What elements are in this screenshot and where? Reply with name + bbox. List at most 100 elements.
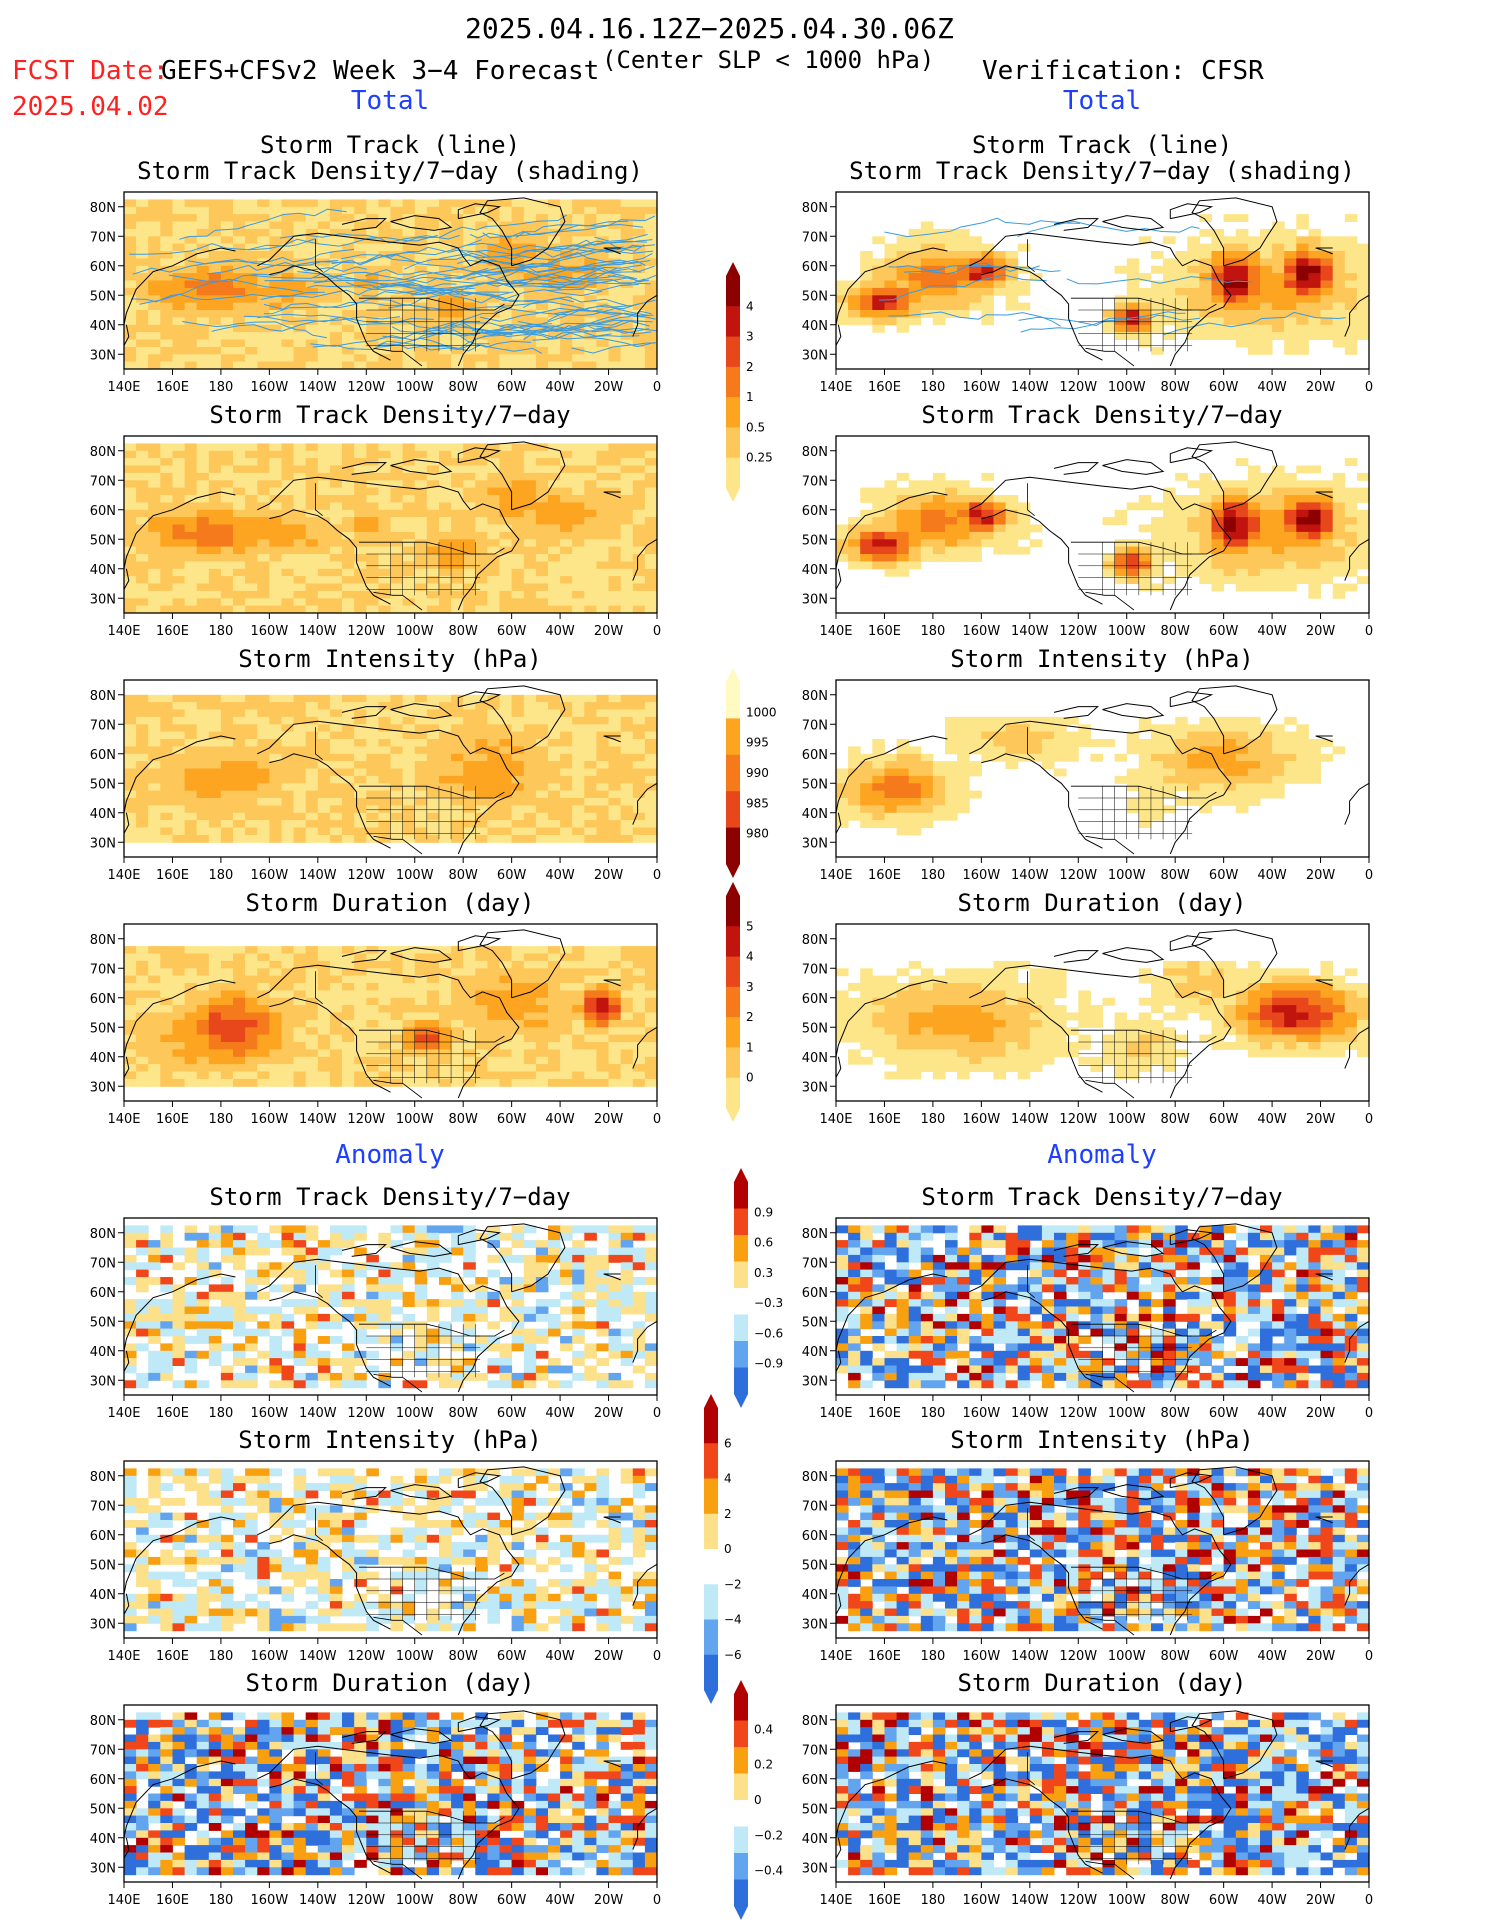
svg-text:80W: 80W <box>448 624 478 639</box>
svg-text:160E: 160E <box>156 624 189 639</box>
section-total-left: Total <box>240 86 540 116</box>
title-track-density-shading-right: Storm Track Density/7−day (shading) <box>812 158 1392 185</box>
svg-text:0: 0 <box>653 624 661 639</box>
svg-text:180: 180 <box>920 380 945 395</box>
svg-text:40W: 40W <box>545 868 575 883</box>
svg-text:70N: 70N <box>802 230 828 245</box>
svg-text:60W: 60W <box>1209 624 1239 639</box>
svg-text:80N: 80N <box>802 689 828 704</box>
svg-text:40W: 40W <box>1257 380 1287 395</box>
svg-text:70N: 70N <box>802 474 828 489</box>
svg-text:30N: 30N <box>802 348 828 363</box>
svg-text:160W: 160W <box>963 380 1001 395</box>
svg-text:140E: 140E <box>819 380 852 395</box>
svg-text:0: 0 <box>653 868 661 883</box>
svg-text:140W: 140W <box>1011 868 1049 883</box>
svg-text:60N: 60N <box>802 260 828 275</box>
svg-text:30N: 30N <box>90 836 116 851</box>
svg-text:140W: 140W <box>1011 624 1049 639</box>
svg-text:160W: 160W <box>963 624 1001 639</box>
svg-text:80W: 80W <box>448 868 478 883</box>
svg-text:0: 0 <box>1365 868 1373 883</box>
svg-text:80W: 80W <box>1160 868 1190 883</box>
model-title: GEFS+CFSv2 Week 3−4 Forecast <box>161 56 599 86</box>
svg-text:0: 0 <box>1365 380 1373 395</box>
svg-text:60N: 60N <box>90 260 116 275</box>
svg-text:40W: 40W <box>1257 868 1287 883</box>
title-track-line-left: Storm Track (line) <box>100 132 680 159</box>
title-density-anom-right: Storm Track Density/7−day <box>812 1184 1392 1211</box>
svg-text:140W: 140W <box>299 868 337 883</box>
svg-text:160E: 160E <box>156 380 189 395</box>
svg-text:30N: 30N <box>90 592 116 607</box>
svg-text:80N: 80N <box>90 201 116 216</box>
svg-text:20W: 20W <box>594 380 624 395</box>
svg-text:120W: 120W <box>347 624 385 639</box>
svg-text:60N: 60N <box>802 748 828 763</box>
svg-text:80W: 80W <box>448 380 478 395</box>
svg-text:100W: 100W <box>396 624 434 639</box>
svg-text:20W: 20W <box>1306 380 1336 395</box>
svg-text:160W: 160W <box>963 868 1001 883</box>
svg-text:60W: 60W <box>497 624 527 639</box>
svg-text:140E: 140E <box>107 380 140 395</box>
svg-text:40N: 40N <box>90 319 116 334</box>
svg-text:60W: 60W <box>1209 868 1239 883</box>
svg-text:70N: 70N <box>90 230 116 245</box>
svg-text:70N: 70N <box>90 474 116 489</box>
criterion-label: (Center SLP < 1000 hPa) <box>602 46 934 74</box>
svg-text:40N: 40N <box>802 319 828 334</box>
svg-text:180: 180 <box>920 624 945 639</box>
svg-text:20W: 20W <box>1306 624 1336 639</box>
title-density-anom-left: Storm Track Density/7−day <box>100 1184 680 1211</box>
svg-text:50N: 50N <box>90 289 116 304</box>
svg-text:160W: 160W <box>251 380 289 395</box>
svg-text:140E: 140E <box>819 868 852 883</box>
svg-text:140E: 140E <box>819 624 852 639</box>
fcst-date-label: FCST Date: <box>12 56 169 86</box>
svg-text:40W: 40W <box>545 624 575 639</box>
verification-label: Verification: CFSR <box>982 56 1264 86</box>
svg-text:40W: 40W <box>1257 624 1287 639</box>
svg-text:40W: 40W <box>545 380 575 395</box>
svg-text:60N: 60N <box>802 504 828 519</box>
title-track-density-shading-left: Storm Track Density/7−day (shading) <box>100 158 680 185</box>
svg-text:60N: 60N <box>90 748 116 763</box>
svg-text:160W: 160W <box>251 624 289 639</box>
svg-text:120W: 120W <box>1059 624 1097 639</box>
svg-text:30N: 30N <box>802 592 828 607</box>
svg-text:40N: 40N <box>802 563 828 578</box>
svg-text:40N: 40N <box>90 563 116 578</box>
svg-text:30N: 30N <box>90 348 116 363</box>
svg-text:20W: 20W <box>1306 868 1336 883</box>
svg-text:120W: 120W <box>1059 380 1097 395</box>
svg-text:80N: 80N <box>90 689 116 704</box>
svg-text:140E: 140E <box>107 624 140 639</box>
svg-text:50N: 50N <box>90 533 116 548</box>
svg-text:0: 0 <box>653 380 661 395</box>
svg-text:80N: 80N <box>802 445 828 460</box>
svg-text:140E: 140E <box>107 868 140 883</box>
svg-text:100W: 100W <box>1108 380 1146 395</box>
title-track-line-right: Storm Track (line) <box>812 132 1392 159</box>
svg-text:80N: 80N <box>802 201 828 216</box>
svg-text:50N: 50N <box>802 533 828 548</box>
svg-text:20W: 20W <box>594 868 624 883</box>
svg-text:160E: 160E <box>868 380 901 395</box>
